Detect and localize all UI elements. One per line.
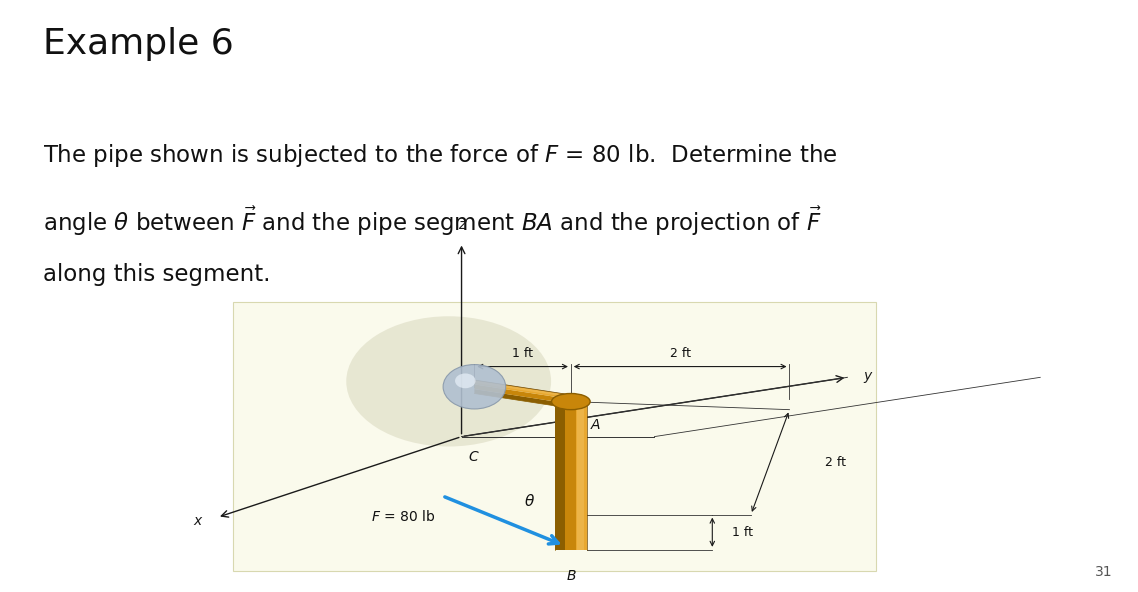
Text: $A$: $A$ xyxy=(591,418,601,432)
Polygon shape xyxy=(475,384,571,404)
Text: 2 ft: 2 ft xyxy=(825,456,846,469)
Text: $\mathit{F}$ = 80 lb: $\mathit{F}$ = 80 lb xyxy=(371,509,436,525)
Text: $\theta$: $\theta$ xyxy=(523,493,535,509)
Text: Example 6: Example 6 xyxy=(43,27,234,60)
Polygon shape xyxy=(566,401,577,550)
Text: 2 ft: 2 ft xyxy=(669,346,691,359)
Text: 1 ft: 1 ft xyxy=(512,346,533,359)
Polygon shape xyxy=(475,380,571,399)
Text: angle $\theta$ between $\vec{\mathit{F}}$ and the pipe segment $\mathit{BA}$ and: angle $\theta$ between $\vec{\mathit{F}}… xyxy=(43,204,822,238)
Polygon shape xyxy=(475,381,571,398)
FancyBboxPatch shape xyxy=(233,302,876,571)
Text: x: x xyxy=(193,514,203,529)
Ellipse shape xyxy=(346,316,551,446)
Text: z: z xyxy=(457,218,465,232)
Text: $C$: $C$ xyxy=(468,450,479,464)
Polygon shape xyxy=(577,401,584,550)
Text: 31: 31 xyxy=(1096,565,1113,579)
Text: along this segment.: along this segment. xyxy=(43,263,271,287)
Ellipse shape xyxy=(455,374,476,388)
Text: The pipe shown is subjected to the force of $\mathit{F}$ = 80 lb.  Determine the: The pipe shown is subjected to the force… xyxy=(43,142,838,169)
Text: $B$: $B$ xyxy=(566,568,576,583)
Polygon shape xyxy=(475,389,571,408)
Text: 1 ft: 1 ft xyxy=(732,526,752,539)
Ellipse shape xyxy=(443,365,505,409)
Polygon shape xyxy=(554,401,566,550)
Text: y: y xyxy=(864,369,872,383)
Polygon shape xyxy=(577,401,587,550)
Ellipse shape xyxy=(552,394,591,410)
